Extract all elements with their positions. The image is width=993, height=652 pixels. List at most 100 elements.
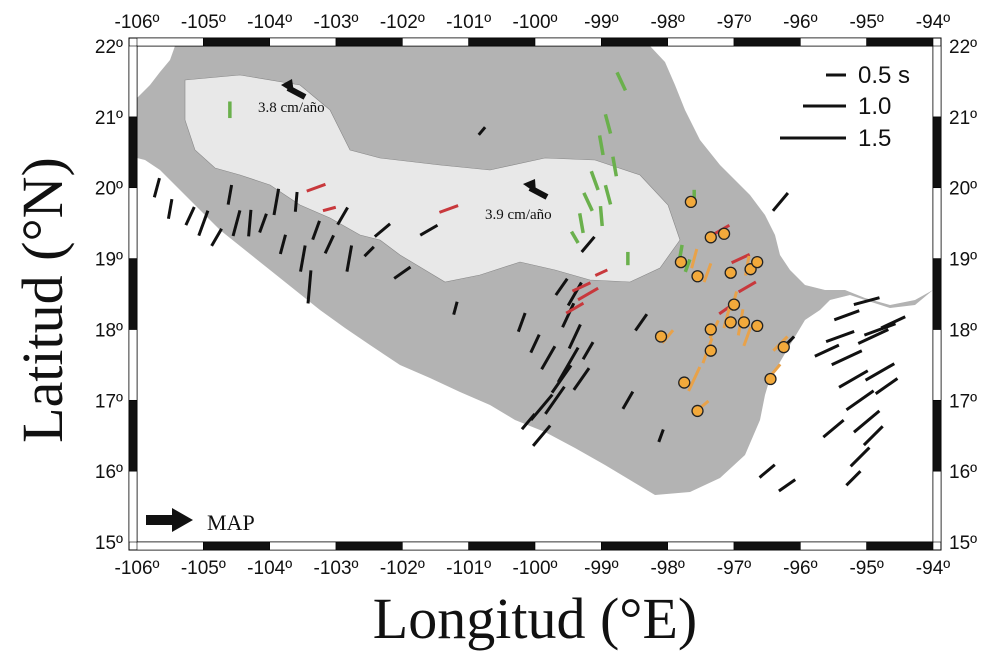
lon-tick-top: -101º: [446, 12, 491, 33]
black-bar: [531, 424, 552, 447]
black-bar: [857, 328, 889, 345]
green-bar: [589, 170, 600, 191]
frame-bar-top: [534, 37, 602, 47]
plate-motion-arrow-2: [523, 179, 549, 200]
station-marker: [678, 376, 691, 389]
legend-label-0-5: 0.5 s: [858, 62, 910, 89]
black-bar: [657, 428, 665, 443]
black-bar: [771, 192, 790, 212]
pacific-inlet: [137, 46, 175, 98]
frame-bar-right: [932, 45, 942, 118]
black-bar: [758, 463, 776, 479]
lat-tick-left: 16º: [95, 462, 123, 483]
black-bar: [852, 409, 881, 434]
x-axis-title: Longitud (°E): [373, 586, 697, 651]
black-bar: [621, 390, 635, 410]
black-bar: [452, 301, 459, 315]
frame-bar-left: [128, 470, 138, 543]
green-bar: [603, 113, 613, 135]
lat-tick-left: 19º: [95, 250, 123, 271]
station-marker: [691, 270, 704, 283]
lon-tick-top: -97º: [717, 12, 751, 33]
lat-tick-right: 17º: [949, 391, 977, 412]
lat-tick-right: 15º: [949, 533, 977, 554]
frame-bar-right: [932, 470, 942, 543]
black-bar: [516, 312, 527, 333]
black-bar: [845, 389, 875, 412]
lon-tick-top: -103º: [314, 12, 359, 33]
lat-tick-left: 21º: [95, 108, 123, 129]
orange-bar: [690, 248, 699, 269]
station-layer: [654, 195, 790, 418]
red-bar: [306, 182, 326, 193]
black-bar: [278, 234, 287, 255]
black-bar: [363, 245, 375, 258]
lon-tick-top: -99º: [584, 12, 618, 33]
black-bar: [306, 270, 313, 304]
green-bar: [615, 71, 628, 92]
volcanic-belt: [184, 74, 681, 283]
station-marker: [764, 372, 777, 386]
black-bar: [853, 296, 880, 306]
green-bar: [683, 258, 692, 273]
lon-tick-bottom: -101º: [446, 558, 491, 579]
lat-tick-right: 19º: [949, 250, 977, 271]
black-bar: [293, 191, 299, 212]
black-bar: [554, 277, 569, 296]
plate-motion-arrow-1: [281, 79, 307, 100]
lon-tick-top: -95º: [849, 12, 883, 33]
lat-tick-right: 20º: [949, 179, 977, 200]
green-bar: [603, 184, 613, 205]
green-bar: [611, 156, 619, 177]
station-marker: [684, 195, 698, 209]
black-bar: [822, 418, 845, 439]
map-arrow: [146, 508, 193, 532]
black-bar: [373, 222, 392, 238]
black-bar: [581, 341, 595, 361]
frame-bar-top: [203, 37, 270, 47]
black-bar: [231, 209, 242, 237]
black-bar: [419, 223, 439, 237]
frame-bar-right: [932, 187, 942, 259]
station-marker: [704, 231, 717, 244]
frame-bar-top: [269, 37, 337, 47]
frame-bar-top: [733, 37, 801, 47]
station-marker: [704, 344, 717, 357]
frame-bar-left: [128, 329, 138, 401]
black-bar: [864, 362, 896, 382]
frame-bar-right: [932, 329, 942, 401]
plate-motion-label-1: 3.8 cm/año: [258, 100, 325, 116]
orange-bar: [702, 262, 713, 283]
black-bar: [833, 309, 860, 322]
black-bar: [345, 245, 354, 272]
black-bar: [226, 184, 234, 205]
gulf-of-mexico: [650, 46, 933, 305]
black-bar: [863, 322, 897, 337]
black-bar: [838, 369, 869, 389]
black-bar: [393, 265, 412, 280]
station-marker: [704, 323, 717, 336]
lon-tick-top: -100º: [513, 12, 558, 33]
frame-bar-right: [932, 116, 942, 189]
tick-labels: -106º -106º -105º -105º -104º -104º -103º -103º…: [95, 12, 977, 579]
lon-tick-bottom: -104º: [247, 558, 292, 579]
black-bar: [634, 313, 649, 332]
black-bar: [556, 346, 580, 383]
lon-tick-bottom: -96º: [783, 558, 817, 579]
lon-tick-bottom: -105º: [181, 558, 226, 579]
lon-tick-bottom: -95º: [849, 558, 883, 579]
black-bar: [184, 206, 196, 226]
black-bar: [849, 446, 871, 468]
black-bar: [336, 206, 349, 226]
lon-tick-top: -94º: [916, 12, 950, 33]
frame-bar-top: [667, 37, 735, 47]
frame-bar-left: [128, 45, 138, 118]
black-bar: [544, 385, 566, 415]
red-bar: [565, 301, 585, 315]
lat-tick-left: 15º: [95, 533, 123, 554]
black-bar: [247, 209, 253, 237]
frame-bar-top: [402, 37, 469, 47]
green-bar: [577, 213, 585, 234]
black-bar: [567, 323, 582, 350]
